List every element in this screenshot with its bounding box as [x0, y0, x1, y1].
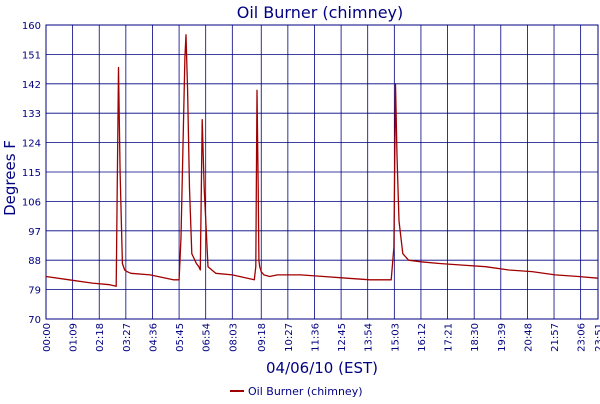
legend-label: Oil Burner (chimney) — [248, 385, 363, 398]
x-tick-label: 02:18 — [95, 323, 106, 352]
y-tick-label: 70 — [28, 315, 41, 326]
x-tick-label: 03:27 — [122, 323, 133, 352]
y-tick-label: 133 — [22, 109, 41, 120]
x-axis-ticks: 00:00 01:09 02:18 03:27 04:36 05:45 06:54 08:03… — [42, 323, 600, 352]
x-tick-label: 10:27 — [284, 323, 295, 352]
x-tick-label: 21:57 — [550, 323, 561, 352]
x-tick-label: 23:06 — [577, 323, 588, 352]
x-tick-label: 12:45 — [337, 323, 348, 352]
y-tick-label: 88 — [28, 256, 41, 267]
y-tick-label: 151 — [22, 50, 41, 61]
x-tick-label: 23:51 — [594, 323, 600, 352]
x-tick-label: 06:54 — [202, 323, 213, 352]
x-tick-label: 16:12 — [417, 323, 428, 352]
x-tick-label: 04:36 — [148, 323, 159, 352]
x-tick-label: 20:48 — [523, 323, 534, 352]
y-tick-label: 79 — [28, 286, 41, 297]
x-tick-label: 00:00 — [42, 323, 53, 352]
y-tick-label: 124 — [22, 139, 41, 150]
series-layer — [45, 34, 599, 287]
y-tick-label: 142 — [22, 80, 41, 91]
x-tick-label: 05:45 — [175, 323, 186, 352]
y-axis-title: Degrees F — [1, 140, 19, 216]
x-tick-label: 01:09 — [69, 323, 80, 352]
legend: Oil Burner (chimney) — [230, 385, 363, 398]
chart-title: Oil Burner (chimney) — [237, 3, 404, 22]
x-tick-label: 13:54 — [364, 323, 375, 352]
x-tick-label: 09:18 — [257, 323, 268, 352]
y-tick-label: 115 — [22, 168, 41, 179]
y-tick-label: 106 — [22, 197, 41, 208]
x-axis-title: 04/06/10 (EST) — [266, 359, 378, 377]
x-tick-label: 17:21 — [444, 323, 455, 352]
y-tick-label: 97 — [28, 227, 41, 238]
y-axis-ticks: 70 79 88 97 106 115 124 133 142 151 160 — [22, 21, 41, 326]
y-tick-label: 160 — [22, 21, 41, 32]
x-tick-label: 11:36 — [310, 323, 321, 352]
x-tick-label: 19:39 — [497, 323, 508, 352]
x-tick-label: 15:03 — [390, 323, 401, 352]
series-line-0 — [45, 34, 599, 287]
x-tick-label: 18:30 — [470, 323, 481, 352]
x-tick-label: 08:03 — [228, 323, 239, 352]
